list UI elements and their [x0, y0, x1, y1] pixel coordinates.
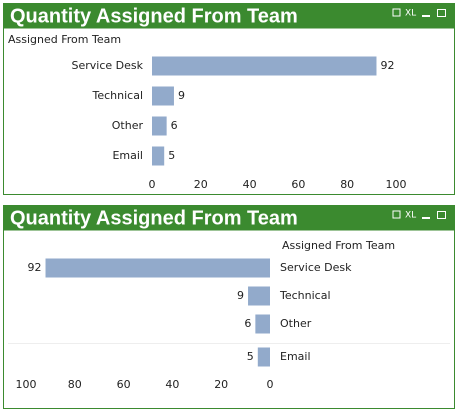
x-tick-label: 80 [68, 378, 82, 391]
bar [257, 347, 270, 367]
value-label: 92 [380, 59, 394, 72]
export-xl[interactable]: XL [405, 9, 416, 19]
x-tick-label: 100 [386, 178, 407, 191]
value-label: 92 [28, 261, 42, 274]
x-tick-label: 60 [291, 178, 305, 191]
x-tick-label: 20 [194, 178, 208, 191]
x-tick-label: 100 [16, 378, 37, 391]
minimize-icon[interactable] [422, 217, 430, 219]
dimension-label: Assigned From Team [282, 239, 395, 252]
value-label: 5 [247, 350, 254, 363]
x-tick-label: 40 [165, 378, 179, 391]
category-label: Other [280, 317, 312, 330]
panel-header [3, 3, 455, 29]
print-icon[interactable] [392, 8, 401, 17]
x-tick-label: 40 [243, 178, 257, 191]
category-label: Other [112, 119, 144, 132]
panel-title: Quantity Assigned From Team [10, 207, 298, 229]
bar [152, 56, 377, 76]
category-label: Technical [91, 89, 143, 102]
bar [152, 116, 167, 136]
x-tick-label: 80 [340, 178, 354, 191]
x-tick-label: 60 [117, 378, 131, 391]
value-label: 6 [244, 317, 251, 330]
maximize-icon[interactable] [437, 211, 446, 219]
x-tick-label: 20 [214, 378, 228, 391]
minimize-icon[interactable] [422, 15, 430, 17]
export-xl[interactable]: XL [405, 211, 416, 221]
value-label: 6 [171, 119, 178, 132]
value-label: 9 [178, 89, 185, 102]
bar [152, 146, 165, 166]
panel-title: Quantity Assigned From Team [10, 5, 298, 27]
panel-header [3, 205, 455, 231]
value-label: 9 [237, 289, 244, 302]
print-icon[interactable] [392, 210, 401, 219]
x-tick-label: 0 [149, 178, 156, 191]
bar [152, 86, 174, 106]
category-label: Service Desk [280, 261, 352, 274]
value-label: 5 [168, 149, 175, 162]
maximize-icon[interactable] [437, 9, 446, 17]
category-label: Email [112, 149, 143, 162]
x-tick-label: 0 [267, 378, 274, 391]
bar [248, 286, 270, 306]
bar [255, 314, 270, 334]
category-label: Email [280, 350, 311, 363]
dimension-label: Assigned From Team [8, 33, 121, 46]
category-label: Technical [279, 289, 331, 302]
panel [3, 3, 455, 195]
bar [45, 258, 270, 278]
category-label: Service Desk [72, 59, 144, 72]
